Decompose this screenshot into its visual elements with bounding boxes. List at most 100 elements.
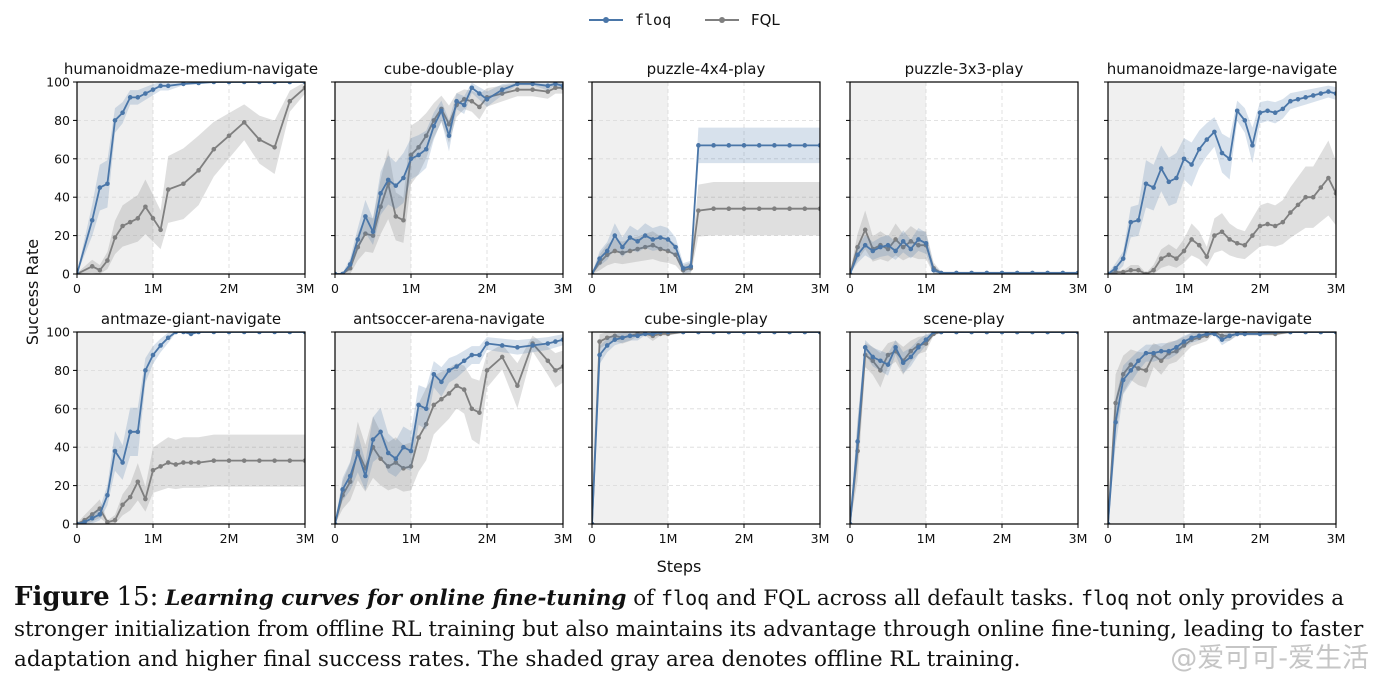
point-floq — [477, 91, 482, 96]
series-group — [77, 82, 305, 274]
line-fql — [850, 332, 1078, 524]
line-floq — [850, 332, 1078, 524]
point-floq — [385, 450, 391, 456]
band-fql — [77, 434, 305, 524]
axes-frame — [591, 331, 821, 525]
point-floq — [635, 239, 640, 244]
point-floq — [378, 429, 383, 435]
point-floq — [1280, 106, 1286, 112]
chart-title: puzzle-3x3-play — [905, 60, 1024, 78]
point-fql — [431, 118, 437, 123]
point-floq — [1257, 332, 1263, 337]
axes-frame — [849, 331, 1079, 525]
point-fql — [1326, 175, 1331, 181]
band-fql — [335, 82, 563, 274]
point-floq — [726, 143, 732, 148]
x-tick-label: 1M — [144, 281, 163, 296]
point-fql — [423, 133, 429, 139]
y-tick-label: 80 — [54, 113, 70, 128]
y-tick-label: 20 — [54, 478, 70, 493]
band-floq — [850, 332, 1078, 524]
point-fql — [257, 137, 262, 142]
chart-title: antmaze-large-navigate — [1132, 310, 1312, 328]
point-floq — [680, 265, 686, 271]
point-fql — [1189, 237, 1194, 242]
legend-marker — [719, 17, 725, 23]
point-floq — [401, 444, 406, 450]
point-floq — [1212, 332, 1217, 337]
point-fql — [696, 208, 701, 213]
point-floq — [196, 82, 201, 86]
offline-region — [1108, 332, 1184, 524]
x-tick-label: 1M — [402, 531, 421, 546]
point-floq — [112, 118, 118, 123]
point-fql — [1128, 267, 1134, 273]
point-fql — [165, 460, 171, 465]
point-floq — [802, 143, 808, 148]
point-floq — [1174, 175, 1179, 181]
point-floq — [423, 146, 429, 152]
x-tick-label: 0 — [846, 281, 854, 296]
chart-panel-3: puzzle-4x4-play 0 1M 2M 3M — [588, 60, 829, 296]
point-fql — [150, 467, 156, 473]
point-fql — [673, 252, 678, 258]
point-fql — [287, 98, 293, 104]
point-floq — [620, 335, 625, 341]
point-floq — [181, 82, 186, 87]
point-floq — [355, 237, 361, 242]
offline-region — [335, 332, 411, 524]
chart-panel-7: antsoccer-arena-navigate 0 1M 2M 3M — [331, 310, 572, 546]
y-tick-label: 80 — [54, 363, 70, 378]
point-floq — [135, 95, 141, 100]
point-fql — [1242, 242, 1248, 248]
point-floq — [165, 335, 171, 341]
point-floq — [446, 133, 452, 139]
point-floq — [1143, 350, 1149, 356]
point-floq — [885, 242, 891, 248]
band-fql — [335, 335, 563, 524]
point-floq — [627, 333, 633, 339]
point-floq — [1295, 96, 1301, 102]
point-fql — [1196, 242, 1202, 248]
point-floq — [1166, 348, 1172, 354]
series-group — [850, 210, 1078, 274]
point-floq — [1166, 179, 1172, 185]
point-floq — [408, 156, 414, 162]
x-tick-label: 3M — [1327, 531, 1346, 546]
band-fql — [1108, 332, 1336, 524]
point-fql — [885, 352, 891, 358]
point-floq — [1196, 333, 1202, 339]
point-fql — [370, 233, 376, 238]
point-fql — [120, 223, 125, 229]
point-fql — [431, 402, 437, 408]
point-fql — [1310, 194, 1316, 200]
series-group — [1108, 85, 1336, 274]
point-floq — [878, 244, 883, 250]
point-floq — [530, 343, 535, 348]
point-floq — [363, 214, 368, 219]
point-fql — [393, 214, 399, 219]
point-fql — [711, 206, 716, 212]
point-fql — [499, 354, 505, 360]
point-fql — [1120, 269, 1126, 274]
point-floq — [893, 345, 898, 350]
point-floq — [135, 429, 141, 435]
caption-text-3: not only provides a stronger initializat… — [14, 586, 1364, 672]
offline-region — [592, 332, 668, 524]
point-fql — [127, 219, 133, 225]
axes-frame — [76, 331, 306, 525]
point-floq — [604, 343, 610, 348]
point-fql — [1295, 202, 1301, 208]
caption-text-2: and FQL across all default tasks. — [709, 586, 1081, 611]
point-floq — [1318, 91, 1324, 96]
point-fql — [802, 206, 808, 212]
point-floq — [642, 233, 648, 238]
point-fql — [1158, 358, 1164, 364]
point-floq — [545, 341, 551, 346]
point-floq — [696, 143, 701, 148]
point-fql — [89, 264, 95, 269]
series-group — [1108, 332, 1336, 524]
series-group — [592, 127, 820, 274]
caption-lead: Learning curves for online fine-tuning — [165, 586, 627, 611]
point-floq — [711, 143, 716, 148]
